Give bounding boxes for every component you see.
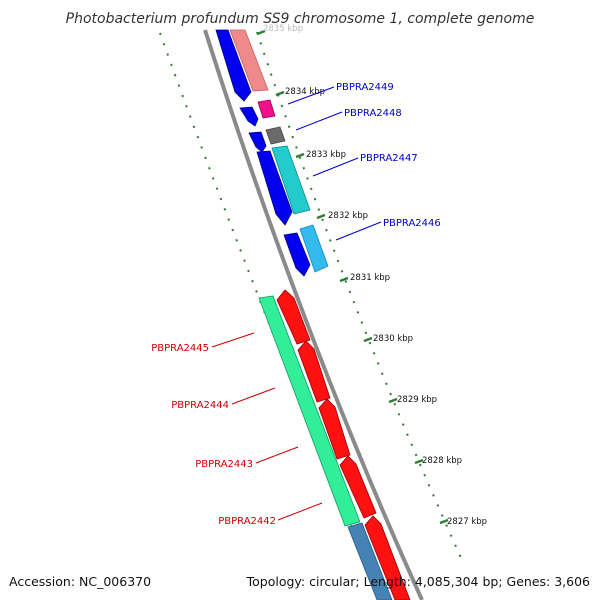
genome-summary-text: Topology: circular; Length: 4,085,304 bp… bbox=[246, 574, 590, 589]
map-title: Photobacterium profundum SS9 chromosome … bbox=[66, 11, 535, 27]
gene-arrow bbox=[256, 150, 293, 226]
gene-label: PBPRA2442 bbox=[218, 516, 276, 527]
gene-block bbox=[257, 99, 276, 119]
gene-block bbox=[229, 29, 269, 92]
gene-arrow bbox=[283, 232, 311, 277]
tick-label: 2829 kbp bbox=[397, 395, 437, 405]
gene-label: PBPRA2447 bbox=[360, 153, 418, 164]
label-lines bbox=[211, 86, 382, 521]
tick-label: 2832 kbp bbox=[328, 211, 368, 221]
gene-arrow bbox=[276, 289, 311, 345]
tick-label: 2833 kbp bbox=[306, 150, 346, 160]
gene-block bbox=[271, 145, 311, 215]
gene-arrow bbox=[339, 455, 377, 519]
tick-label: 2828 kbp bbox=[422, 456, 462, 466]
tick-label: 2835 kbp bbox=[263, 24, 303, 34]
gene-arrow bbox=[248, 131, 267, 153]
gene-label: PBPRA2448 bbox=[344, 108, 402, 119]
outer-tick-ring bbox=[256, 31, 463, 561]
gene-arrow bbox=[318, 398, 351, 460]
gene-label: PBPRA2444 bbox=[171, 400, 229, 411]
gene-label: PBPRA2445 bbox=[151, 343, 209, 354]
accession-text: Accession: NC_006370 bbox=[9, 574, 151, 589]
reverse-gene-blocks bbox=[258, 295, 393, 600]
gene-arrow bbox=[364, 515, 411, 600]
tick-label: 2830 kbp bbox=[373, 334, 413, 344]
gene-arrow bbox=[239, 106, 259, 127]
major-ticks bbox=[256, 29, 449, 525]
tick-label: 2827 kbp bbox=[447, 517, 487, 527]
tick-label: 2834 kbp bbox=[285, 87, 325, 97]
tick-label: 2831 kbp bbox=[350, 273, 390, 283]
gene-block bbox=[258, 295, 361, 527]
gene-label: PBPRA2446 bbox=[383, 218, 441, 229]
gene-block bbox=[299, 224, 329, 273]
forward-gene-blocks bbox=[229, 29, 329, 273]
gene-block bbox=[265, 126, 286, 145]
forward-strand-genes bbox=[215, 29, 311, 277]
gene-arrow bbox=[297, 340, 331, 403]
gene-label: PBPRA2443 bbox=[195, 459, 253, 470]
reverse-strand-genes bbox=[276, 289, 411, 600]
gene-block bbox=[347, 522, 393, 600]
gene-label: PBPRA2449 bbox=[336, 82, 394, 93]
genome-backbone bbox=[203, 29, 424, 600]
gene-arrow bbox=[215, 29, 252, 102]
